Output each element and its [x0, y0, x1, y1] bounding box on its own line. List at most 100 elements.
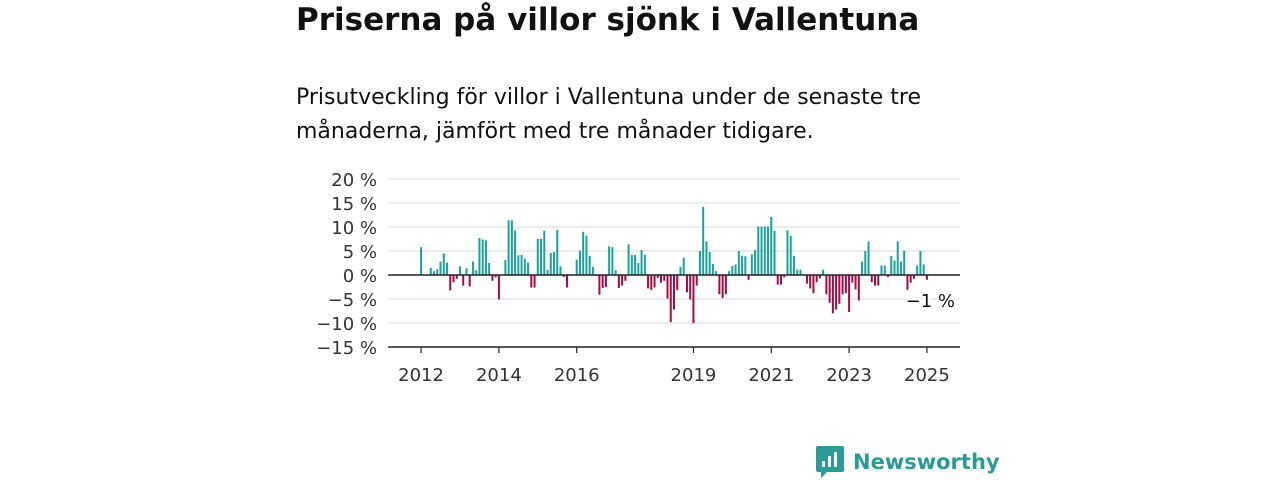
bar — [786, 230, 789, 275]
bar — [640, 250, 643, 275]
bar — [770, 216, 773, 275]
bar — [805, 275, 808, 284]
bar — [682, 257, 685, 275]
bar — [767, 226, 770, 275]
bar — [925, 275, 928, 280]
bar — [864, 251, 867, 275]
bar — [886, 275, 889, 277]
y-axis-tick-labels: 20 % 15 % 10 % 5 % 0 % −5 % −10 % −15 % — [316, 170, 377, 359]
bar — [465, 268, 468, 275]
annotations: −1 % — [904, 289, 957, 314]
bar — [433, 271, 436, 275]
bar — [812, 275, 815, 294]
bar — [601, 275, 604, 288]
bar — [663, 275, 666, 281]
x-tick-label: 2014 — [476, 365, 522, 386]
x-axis — [388, 274, 960, 348]
bar — [660, 275, 663, 283]
x-tick-label: 2012 — [398, 365, 444, 386]
bar — [575, 259, 578, 275]
bar — [776, 275, 779, 285]
bar — [549, 252, 552, 275]
bar — [874, 275, 877, 286]
bar — [731, 265, 734, 275]
bar — [705, 241, 708, 275]
bar — [653, 275, 656, 288]
bar — [478, 238, 481, 275]
bar — [488, 263, 491, 275]
x-tick-label: 2025 — [904, 365, 950, 386]
newsworthy-logo-icon — [816, 446, 844, 478]
bar — [491, 275, 494, 281]
bar — [909, 275, 912, 283]
y-tick-label: 20 % — [331, 170, 377, 191]
bar — [533, 275, 536, 288]
bar — [452, 275, 455, 283]
bar — [588, 255, 591, 275]
bar — [446, 262, 449, 275]
bar — [517, 255, 520, 275]
bar — [475, 270, 478, 275]
bar — [611, 247, 614, 275]
bar — [436, 269, 439, 275]
bar — [695, 275, 698, 286]
y-tick-label: 10 % — [331, 218, 377, 239]
bar — [591, 266, 594, 275]
bar — [799, 269, 802, 275]
bar — [906, 275, 909, 290]
bar — [896, 241, 899, 275]
bars — [420, 206, 928, 323]
bar — [604, 275, 607, 287]
bar — [744, 256, 747, 275]
bar — [815, 275, 818, 283]
x-tick-label: 2023 — [826, 365, 872, 386]
bar — [614, 270, 617, 275]
bar — [685, 275, 688, 293]
bar — [559, 266, 562, 275]
bar — [468, 275, 471, 287]
bar — [562, 275, 565, 277]
bar — [822, 269, 825, 275]
bar — [585, 235, 588, 275]
bar — [779, 275, 782, 285]
bar — [760, 226, 763, 275]
bar — [481, 239, 484, 275]
bar — [624, 275, 627, 281]
bar — [728, 271, 731, 275]
end-value-label: −1 % — [906, 291, 955, 312]
bar — [854, 275, 857, 290]
bar — [692, 275, 695, 323]
bar — [750, 254, 753, 275]
y-tick-label: −10 % — [316, 314, 377, 335]
bar — [916, 265, 919, 275]
brand-name: Newsworthy — [853, 450, 1000, 474]
y-tick-label: 15 % — [331, 194, 377, 215]
bar — [831, 275, 834, 314]
bar — [510, 220, 513, 275]
bar — [630, 254, 633, 275]
y-tick-label: −5 % — [328, 290, 377, 311]
bar — [893, 260, 896, 275]
y-tick-label: 5 % — [343, 242, 377, 263]
bar — [870, 275, 873, 283]
bar — [757, 226, 760, 275]
bar — [598, 275, 601, 295]
bar — [773, 230, 776, 275]
bar — [546, 269, 549, 275]
y-tick-label: 0 % — [343, 266, 377, 287]
bar — [828, 275, 831, 303]
bar — [702, 206, 705, 275]
bar — [838, 275, 841, 304]
bar — [565, 275, 568, 288]
bar — [621, 275, 624, 286]
bar — [789, 235, 792, 275]
bar — [851, 275, 854, 283]
bar — [637, 263, 640, 275]
bar — [514, 230, 517, 275]
bar — [647, 275, 650, 289]
bar — [715, 271, 718, 275]
bar — [818, 275, 821, 279]
x-tick-label: 2021 — [748, 365, 794, 386]
bar — [439, 261, 442, 275]
